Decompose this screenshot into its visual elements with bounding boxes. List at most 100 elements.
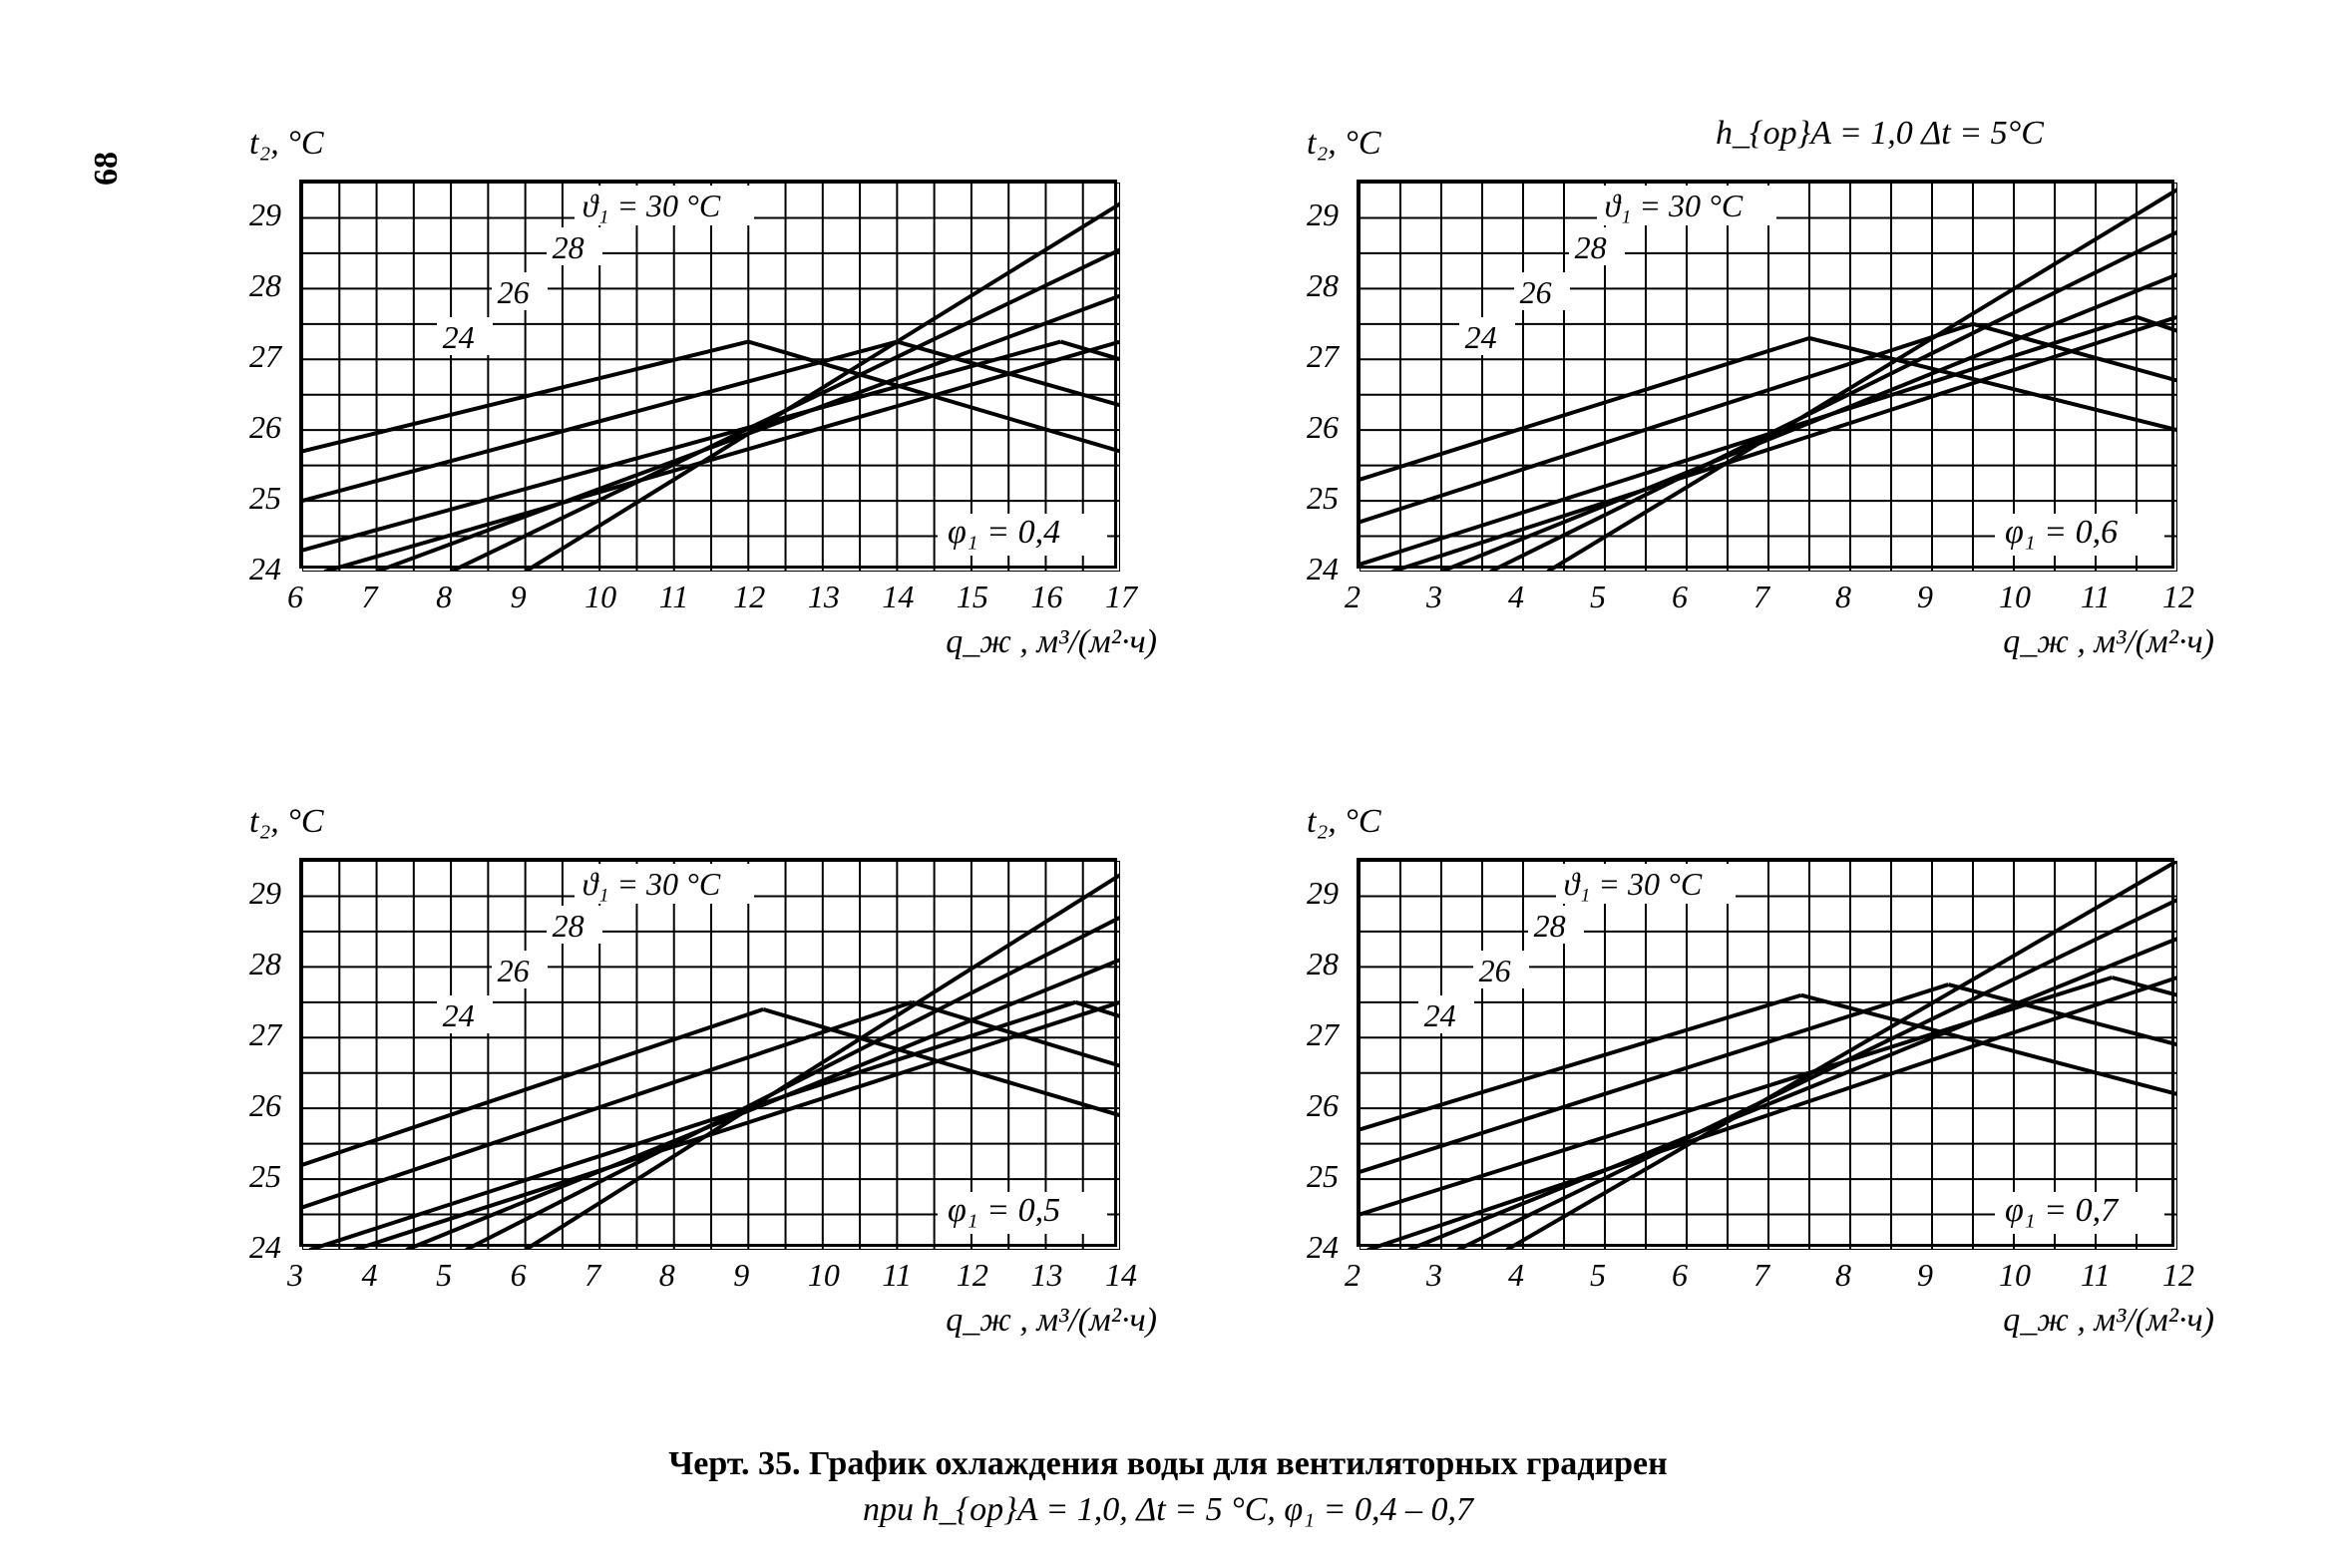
- x-tick-label: 8: [659, 1257, 675, 1294]
- chart-panel: t₂, °C24252627282967891011121314151617q_…: [219, 120, 1157, 738]
- x-tick-label: 7: [362, 579, 378, 615]
- x-tick-label: 7: [1753, 1257, 1769, 1294]
- x-tick-label: 10: [1999, 1257, 2031, 1294]
- x-tick-label: 5: [1590, 579, 1606, 615]
- x-tick-label: 14: [1105, 1257, 1137, 1294]
- x-tick-label: 11: [659, 579, 689, 615]
- x-axis-title: q_ж , м³/(м²·ч): [2003, 623, 2214, 678]
- y-tick-label: 27: [249, 338, 281, 375]
- curve-label: 28: [1534, 908, 1566, 945]
- chart-panel: t₂, °C24252627282923456789101112q_ж , м³…: [1277, 120, 2214, 738]
- y-tick-label: 24: [249, 1229, 281, 1266]
- x-tick-label: 8: [1835, 1257, 1851, 1294]
- curve-label: 24: [443, 997, 475, 1034]
- phi-label: φ₁ = 0,4: [948, 514, 1060, 552]
- y-tick-label: 29: [1307, 196, 1339, 233]
- x-tick-label: 5: [1590, 1257, 1606, 1294]
- x-tick-label: 9: [733, 1257, 749, 1294]
- x-tick-label: 10: [1999, 579, 2031, 615]
- y-tick-label: 28: [249, 267, 281, 304]
- x-tick-label: 5: [436, 1257, 452, 1294]
- curve-header-label: ϑ₁ = 30 °C: [583, 866, 721, 903]
- x-axis-title: q_ж , м³/(м²·ч): [946, 623, 1157, 678]
- x-tick-label: 9: [1917, 1257, 1933, 1294]
- y-tick-label: 29: [1307, 875, 1339, 912]
- figure-caption: Черт. 35. График охлаждения воды для вен…: [0, 1441, 2336, 1533]
- x-tick-label: 9: [1917, 579, 1933, 615]
- curve-label: 28: [553, 908, 584, 945]
- curve-label: 26: [498, 274, 530, 311]
- x-tick-label: 12: [2162, 579, 2194, 615]
- x-tick-label: 2: [1345, 1257, 1361, 1294]
- y-tick-label: 25: [249, 1158, 281, 1195]
- y-tick-label: 28: [1307, 946, 1339, 982]
- phi-label: φ₁ = 0,5: [948, 1192, 1060, 1230]
- x-tick-label: 6: [1672, 1257, 1688, 1294]
- x-tick-label: 7: [1753, 579, 1769, 615]
- y-tick-label: 28: [249, 946, 281, 982]
- y-tick-label: 26: [249, 409, 281, 446]
- y-tick-label: 25: [249, 480, 281, 517]
- phi-label: φ₁ = 0,7: [2005, 1192, 2118, 1230]
- x-tick-label: 4: [362, 1257, 378, 1294]
- x-tick-label: 13: [808, 579, 840, 615]
- page-number: 68: [88, 152, 126, 186]
- curve-label: 26: [498, 953, 530, 989]
- curve-label: 28: [1575, 229, 1607, 266]
- x-axis-title: q_ж , м³/(м²·ч): [2003, 1302, 2214, 1357]
- x-tick-label: 8: [436, 579, 452, 615]
- x-tick-label: 2: [1345, 579, 1361, 615]
- y-tick-label: 27: [1307, 1016, 1339, 1053]
- y-tick-label: 26: [1307, 1087, 1339, 1124]
- phi-label: φ₁ = 0,6: [2005, 514, 2118, 552]
- caption-line1: Черт. 35. График охлаждения воды для вен…: [0, 1441, 2336, 1487]
- x-tick-label: 17: [1105, 579, 1137, 615]
- y-tick-label: 29: [249, 875, 281, 912]
- x-tick-label: 6: [511, 1257, 527, 1294]
- x-tick-label: 14: [882, 579, 914, 615]
- x-tick-label: 4: [1508, 1257, 1524, 1294]
- chart-grid: t₂, °C24252627282967891011121314151617q_…: [219, 120, 2214, 1416]
- x-tick-label: 12: [957, 1257, 988, 1294]
- x-tick-label: 12: [733, 579, 765, 615]
- y-tick-label: 24: [1307, 1229, 1339, 1266]
- y-axis-title: t₂, °C: [249, 125, 324, 163]
- plot-area: [299, 180, 1117, 569]
- x-tick-label: 11: [2081, 1257, 2111, 1294]
- curve-label: 26: [1479, 953, 1511, 989]
- curve-label: 26: [1520, 274, 1552, 311]
- x-tick-label: 10: [808, 1257, 840, 1294]
- x-tick-label: 11: [2081, 579, 2111, 615]
- x-tick-label: 16: [1030, 579, 1062, 615]
- curve-header-label: ϑ₁ = 30 °C: [1605, 188, 1744, 224]
- chart-panel: t₂, °C24252627282923456789101112q_ж , м³…: [1277, 798, 2214, 1416]
- curve-label: 24: [1465, 319, 1497, 356]
- y-axis-title: t₂, °C: [249, 803, 324, 841]
- y-tick-label: 27: [249, 1016, 281, 1053]
- plot-area: [299, 858, 1117, 1247]
- y-tick-label: 25: [1307, 1158, 1339, 1195]
- x-tick-label: 6: [1672, 579, 1688, 615]
- x-tick-label: 9: [511, 579, 527, 615]
- curve-header-label: ϑ₁ = 30 °C: [1564, 866, 1703, 903]
- y-tick-label: 24: [1307, 551, 1339, 588]
- plot-area: [1357, 180, 2174, 569]
- x-tick-label: 11: [882, 1257, 912, 1294]
- x-tick-label: 12: [2162, 1257, 2194, 1294]
- y-tick-label: 24: [249, 551, 281, 588]
- x-tick-label: 10: [584, 579, 616, 615]
- x-tick-label: 15: [957, 579, 988, 615]
- y-tick-label: 26: [1307, 409, 1339, 446]
- x-tick-label: 3: [287, 1257, 303, 1294]
- plot-area: [1357, 858, 2174, 1247]
- y-tick-label: 28: [1307, 267, 1339, 304]
- y-tick-label: 25: [1307, 480, 1339, 517]
- y-tick-label: 27: [1307, 338, 1339, 375]
- x-tick-label: 7: [584, 1257, 600, 1294]
- chart-panel: t₂, °C24252627282934567891011121314q_ж ,…: [219, 798, 1157, 1416]
- x-tick-label: 3: [1426, 579, 1442, 615]
- y-axis-title: t₂, °C: [1307, 803, 1381, 841]
- x-axis-title: q_ж , м³/(м²·ч): [946, 1302, 1157, 1357]
- y-tick-label: 29: [249, 196, 281, 233]
- curve-label: 24: [1424, 997, 1456, 1034]
